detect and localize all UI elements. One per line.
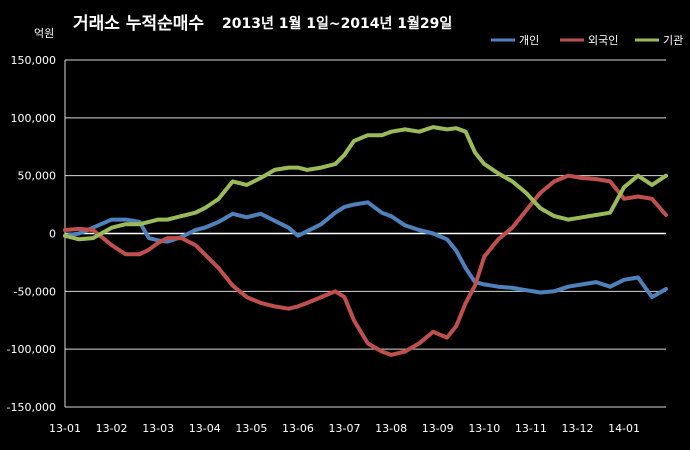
series-line xyxy=(63,200,668,300)
y-tick-label: 100,000 xyxy=(11,112,57,125)
x-tick-label: 13-12 xyxy=(561,422,593,435)
x-tick-label: 13-04 xyxy=(189,422,221,435)
y-tick-label: -100,000 xyxy=(7,343,56,356)
y-tick-label: 150,000 xyxy=(11,54,57,67)
x-tick-label: 13-02 xyxy=(96,422,128,435)
series-line xyxy=(63,125,668,242)
y-tick-label: 0 xyxy=(49,228,56,241)
x-tick-labels: 13-01 13-02 13-03 13-04 13-05 13-06 13-07 13-08… xyxy=(49,422,640,435)
legend-label: 개인 xyxy=(519,34,539,47)
legend: 개인 외국인 기관 xyxy=(491,34,683,47)
y-tick-labels: 150,000 100,000 50,000 0 -50,000 -100,000 -150… xyxy=(7,54,56,414)
y-tick-label: -150,000 xyxy=(7,401,56,414)
series-line xyxy=(63,173,668,357)
x-tick-label: 13-01 xyxy=(49,422,81,435)
y-tick-label: -50,000 xyxy=(14,285,56,298)
x-tick-label: 13-07 xyxy=(329,422,361,435)
x-tick-label: 13-11 xyxy=(515,422,547,435)
x-tick-label: 13-10 xyxy=(468,422,500,435)
x-tick-label: 13-06 xyxy=(282,422,314,435)
legend-label: 기관 xyxy=(663,34,683,47)
x-tick-label: 13-03 xyxy=(142,422,174,435)
x-tick-label: 13-09 xyxy=(422,422,454,435)
x-tick-label: 14-01 xyxy=(608,422,640,435)
legend-label: 외국인 xyxy=(588,34,618,47)
x-tick-label: 13-05 xyxy=(235,422,267,435)
x-tick-label: 13-08 xyxy=(375,422,407,435)
grid-lines xyxy=(65,59,666,408)
y-tick-label: 50,000 xyxy=(18,170,57,183)
series-lines xyxy=(63,125,668,357)
chart-title: 거래소 누적순매수 xyxy=(73,14,204,34)
y-axis-label: 억원 xyxy=(34,27,54,40)
chart-subtitle: 2013년 1월 1일~2014년 1월29일 xyxy=(222,15,452,32)
